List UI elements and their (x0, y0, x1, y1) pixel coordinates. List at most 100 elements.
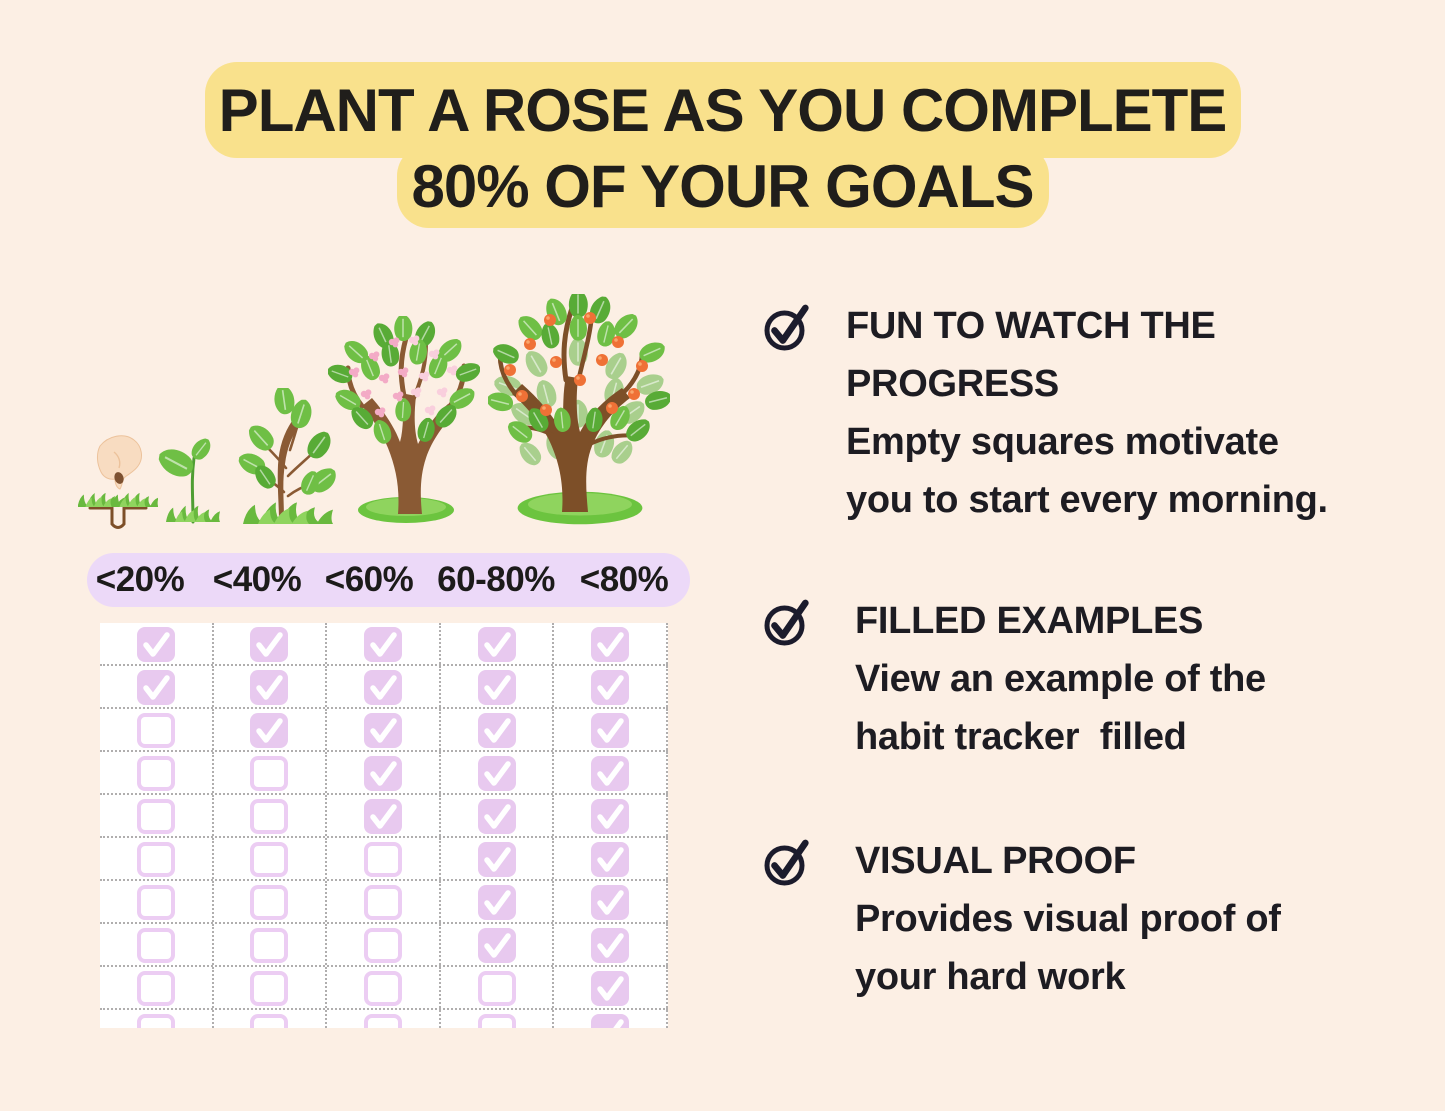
grid-cell (214, 838, 328, 879)
grid-cell (214, 795, 328, 836)
grid-cell (441, 881, 555, 922)
checkbox-checked[interactable] (363, 799, 402, 834)
check-circle-icon (764, 839, 809, 886)
plant-stage-5-fruit-tree-icon (488, 294, 670, 525)
checkbox-empty[interactable] (363, 842, 402, 877)
checkbox-empty[interactable] (136, 928, 175, 963)
checkbox-empty[interactable] (250, 799, 289, 834)
checkbox-checked[interactable] (363, 756, 402, 791)
grid-row (100, 752, 668, 795)
checkbox-empty[interactable] (363, 971, 402, 1006)
checkbox-checked[interactable] (477, 842, 516, 877)
grid-cell (214, 752, 328, 793)
checkbox-checked[interactable] (136, 670, 175, 705)
checkbox-checked[interactable] (591, 842, 630, 877)
grid-cell (554, 795, 668, 836)
grid-cell (100, 752, 214, 793)
grid-cell (441, 709, 555, 750)
plant-stage-1-hand-seed-icon (78, 435, 158, 529)
title-line-1: PLANT A ROSE AS YOU COMPLETE (204, 62, 1241, 158)
stage-label-60: <60% (324, 560, 414, 599)
checkbox-checked[interactable] (591, 799, 630, 834)
checkbox-checked[interactable] (591, 713, 630, 748)
grid-cell (441, 623, 555, 664)
plant-stage-4-blossom-tree-icon (328, 316, 480, 523)
grid-cell (100, 666, 214, 707)
benefit-body-line: your hard work (855, 956, 1126, 998)
checkbox-empty[interactable] (250, 1014, 289, 1028)
checkbox-checked[interactable] (477, 799, 516, 834)
checkbox-empty[interactable] (477, 971, 516, 1006)
checkbox-empty[interactable] (136, 885, 175, 920)
grid-cell (554, 752, 668, 793)
grid-cell (100, 795, 214, 836)
checkbox-empty[interactable] (136, 799, 175, 834)
checkbox-checked[interactable] (477, 670, 516, 705)
stage-label-40: <40% (212, 560, 302, 599)
grid-cell (441, 752, 555, 793)
checkbox-empty[interactable] (250, 885, 289, 920)
benefit-body-line: you to start every morning. (846, 479, 1328, 521)
grid-row (100, 967, 668, 1010)
grid-cell (214, 623, 328, 664)
checkbox-checked[interactable] (591, 928, 630, 963)
checkbox-empty[interactable] (250, 756, 289, 791)
grid-cell (554, 967, 668, 1008)
stage-percent-bar: <20% <40% <60% 60-80% <80% (87, 553, 690, 607)
checkbox-empty[interactable] (136, 842, 175, 877)
benefit-heading-line: FILLED EXAMPLES (855, 600, 1204, 642)
checkbox-checked[interactable] (363, 713, 402, 748)
benefit-body-line: Empty squares motivate (846, 421, 1279, 463)
checkbox-empty[interactable] (250, 928, 289, 963)
checkbox-checked[interactable] (363, 627, 402, 662)
checkbox-empty[interactable] (363, 928, 402, 963)
checkbox-empty[interactable] (363, 1014, 402, 1028)
plant-stage-3-sapling-icon (238, 388, 338, 524)
checkbox-checked[interactable] (477, 756, 516, 791)
checkbox-checked[interactable] (591, 670, 630, 705)
checkbox-checked[interactable] (477, 885, 516, 920)
benefit-text: FILLED EXAMPLES View an example of the h… (855, 592, 1445, 766)
checkbox-checked[interactable] (477, 713, 516, 748)
checkbox-empty[interactable] (250, 971, 289, 1006)
grid-cell (327, 709, 441, 750)
stage-label-60-80: 60-80% (437, 560, 555, 599)
checkbox-empty[interactable] (136, 971, 175, 1006)
grid-cell (327, 838, 441, 879)
grid-cell (441, 666, 555, 707)
grid-cell (327, 795, 441, 836)
checkbox-checked[interactable] (591, 627, 630, 662)
grid-cell (327, 967, 441, 1008)
checkbox-empty[interactable] (136, 713, 175, 748)
grid-cell (554, 1010, 668, 1028)
checkbox-checked[interactable] (250, 627, 289, 662)
checkbox-checked[interactable] (250, 670, 289, 705)
grid-cell (100, 838, 214, 879)
grid-cell (327, 924, 441, 965)
checkbox-checked[interactable] (363, 670, 402, 705)
checkbox-empty[interactable] (136, 756, 175, 791)
checkbox-checked[interactable] (477, 627, 516, 662)
checkbox-checked[interactable] (136, 627, 175, 662)
checkbox-checked[interactable] (591, 1014, 630, 1028)
grid-cell (327, 666, 441, 707)
checkbox-empty[interactable] (250, 842, 289, 877)
checkbox-empty[interactable] (136, 1014, 175, 1028)
checkbox-checked[interactable] (591, 885, 630, 920)
check-circle-icon (764, 599, 809, 646)
checkbox-checked[interactable] (250, 713, 289, 748)
grid-cell (554, 881, 668, 922)
grid-cell (327, 752, 441, 793)
grid-row (100, 838, 668, 881)
benefit-body-line: habit tracker filled (855, 716, 1187, 758)
checkbox-empty[interactable] (477, 1014, 516, 1028)
checkbox-empty[interactable] (363, 885, 402, 920)
grid-cell (214, 967, 328, 1008)
checkbox-checked[interactable] (477, 928, 516, 963)
checkbox-checked[interactable] (591, 971, 630, 1006)
grid-cell (327, 881, 441, 922)
checkbox-checked[interactable] (591, 756, 630, 791)
benefit-text: VISUAL PROOF Provides visual proof of yo… (855, 832, 1445, 1006)
grid-cell (214, 924, 328, 965)
